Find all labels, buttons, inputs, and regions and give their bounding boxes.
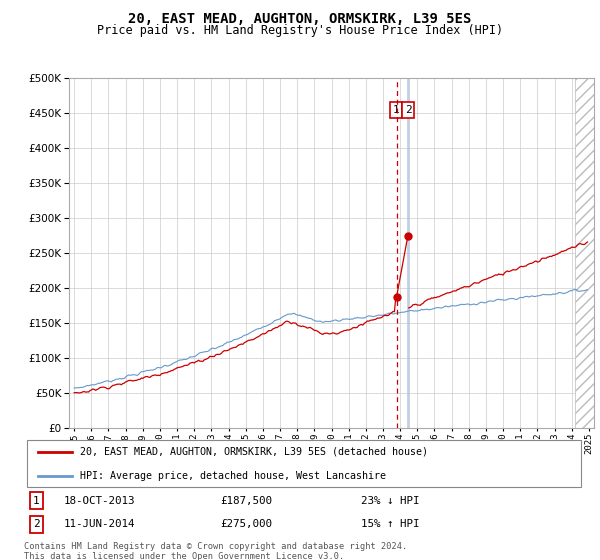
Text: 11-JUN-2014: 11-JUN-2014 xyxy=(63,520,135,529)
Text: £187,500: £187,500 xyxy=(220,496,272,506)
Text: 20, EAST MEAD, AUGHTON, ORMSKIRK, L39 5ES: 20, EAST MEAD, AUGHTON, ORMSKIRK, L39 5E… xyxy=(128,12,472,26)
Text: 2: 2 xyxy=(33,520,40,529)
Text: 1: 1 xyxy=(393,105,400,115)
Text: 15% ↑ HPI: 15% ↑ HPI xyxy=(361,520,419,529)
Text: 18-OCT-2013: 18-OCT-2013 xyxy=(63,496,135,506)
Bar xyxy=(575,78,600,428)
Text: £275,000: £275,000 xyxy=(220,520,272,529)
Text: 20, EAST MEAD, AUGHTON, ORMSKIRK, L39 5ES (detached house): 20, EAST MEAD, AUGHTON, ORMSKIRK, L39 5E… xyxy=(80,447,428,457)
Text: 2: 2 xyxy=(405,105,412,115)
Text: Price paid vs. HM Land Registry's House Price Index (HPI): Price paid vs. HM Land Registry's House … xyxy=(97,24,503,36)
FancyBboxPatch shape xyxy=(27,440,581,487)
Text: 23% ↓ HPI: 23% ↓ HPI xyxy=(361,496,419,506)
Text: Contains HM Land Registry data © Crown copyright and database right 2024.
This d: Contains HM Land Registry data © Crown c… xyxy=(24,542,407,560)
Text: HPI: Average price, detached house, West Lancashire: HPI: Average price, detached house, West… xyxy=(80,470,386,480)
Text: 1: 1 xyxy=(33,496,40,506)
